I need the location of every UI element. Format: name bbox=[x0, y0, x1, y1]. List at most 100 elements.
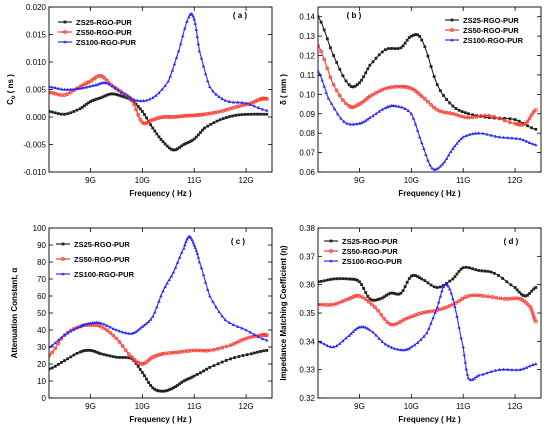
data-point bbox=[489, 133, 493, 137]
panel-label: ( d ) bbox=[504, 237, 519, 246]
data-point bbox=[104, 81, 108, 85]
data-point bbox=[157, 299, 161, 303]
data-point bbox=[184, 113, 188, 118]
data-point bbox=[132, 330, 136, 335]
data-point bbox=[171, 115, 176, 119]
data-point bbox=[401, 44, 405, 48]
data-point bbox=[184, 240, 188, 244]
data-point bbox=[66, 112, 70, 116]
data-point bbox=[165, 114, 170, 119]
data-point bbox=[438, 294, 443, 298]
data-point bbox=[93, 349, 97, 353]
data-point bbox=[341, 277, 345, 281]
data-point bbox=[63, 359, 66, 362]
data-point bbox=[152, 354, 157, 359]
data-point bbox=[95, 97, 99, 101]
data-point bbox=[49, 353, 51, 358]
data-point bbox=[334, 301, 339, 306]
data-point bbox=[440, 162, 445, 166]
data-point bbox=[353, 327, 358, 331]
data-point bbox=[105, 78, 109, 83]
data-point bbox=[99, 321, 103, 325]
data-point bbox=[178, 382, 182, 386]
data-point bbox=[97, 351, 101, 355]
x-tick-label: 11G bbox=[187, 402, 202, 411]
data-point bbox=[234, 340, 239, 345]
data-point bbox=[172, 386, 175, 390]
data-point bbox=[325, 66, 330, 71]
data-point bbox=[193, 21, 197, 25]
data-point bbox=[53, 341, 57, 345]
data-point bbox=[244, 328, 248, 332]
data-point bbox=[192, 137, 196, 141]
data-point bbox=[171, 270, 176, 274]
data-point bbox=[401, 318, 405, 323]
data-point bbox=[347, 83, 351, 87]
data-point bbox=[474, 374, 479, 378]
data-point bbox=[397, 292, 401, 296]
data-point bbox=[163, 285, 167, 289]
data-point bbox=[149, 123, 153, 127]
data-point bbox=[521, 138, 526, 142]
y-tick-label: 0 bbox=[42, 394, 47, 403]
data-point bbox=[524, 301, 529, 306]
data-point bbox=[351, 277, 355, 281]
data-point bbox=[363, 297, 368, 302]
data-point bbox=[400, 105, 404, 109]
data-point bbox=[209, 122, 213, 126]
chart-panel-4: 9G 10G 11G 12G 0.32 0.33 0.34 0.35 0.36 0.37 0.38 F… bbox=[279, 224, 542, 424]
data-point bbox=[134, 102, 138, 106]
data-point bbox=[457, 108, 461, 112]
data-point bbox=[332, 54, 335, 57]
data-point bbox=[244, 101, 248, 105]
data-point bbox=[192, 374, 196, 378]
data-point bbox=[415, 340, 420, 344]
data-point bbox=[184, 378, 188, 382]
data-point bbox=[102, 80, 106, 84]
data-point bbox=[129, 96, 133, 100]
data-point bbox=[53, 86, 57, 90]
data-point bbox=[518, 367, 522, 371]
data-point bbox=[98, 324, 103, 329]
data-point bbox=[481, 131, 485, 135]
data-point bbox=[529, 113, 534, 117]
data-point bbox=[150, 117, 155, 122]
data-point bbox=[348, 122, 352, 126]
data-point bbox=[240, 326, 244, 330]
data-point bbox=[248, 330, 252, 334]
data-point bbox=[119, 90, 124, 94]
data-point bbox=[105, 353, 109, 357]
data-point bbox=[493, 134, 498, 138]
data-point bbox=[147, 97, 152, 101]
data-point bbox=[132, 97, 136, 101]
legend-label: ZS50-RGO-PUR bbox=[76, 28, 132, 37]
data-point bbox=[179, 114, 184, 119]
data-point bbox=[360, 295, 365, 300]
data-point bbox=[136, 112, 141, 117]
data-point bbox=[524, 365, 529, 369]
data-point bbox=[368, 328, 372, 332]
data-point bbox=[102, 353, 106, 356]
data-point bbox=[534, 286, 538, 289]
legend-marker bbox=[63, 30, 67, 34]
data-point bbox=[433, 310, 437, 314]
x-tick-label: 9G bbox=[85, 402, 96, 411]
data-point bbox=[523, 121, 528, 126]
data-point bbox=[115, 355, 118, 359]
series-line bbox=[49, 235, 267, 348]
data-point bbox=[118, 94, 121, 97]
data-point bbox=[370, 298, 374, 302]
data-point bbox=[455, 272, 459, 276]
data-point bbox=[366, 294, 370, 298]
data-point bbox=[404, 316, 409, 321]
data-point bbox=[468, 266, 471, 270]
data-point bbox=[182, 143, 186, 146]
data-point bbox=[246, 112, 250, 116]
data-point bbox=[110, 84, 114, 88]
data-point bbox=[398, 320, 402, 324]
data-point bbox=[380, 87, 385, 92]
y-axis-label-unit: ( ns ) bbox=[6, 74, 15, 96]
data-point bbox=[337, 93, 342, 98]
y-tick-label: 0.38 bbox=[299, 224, 315, 233]
